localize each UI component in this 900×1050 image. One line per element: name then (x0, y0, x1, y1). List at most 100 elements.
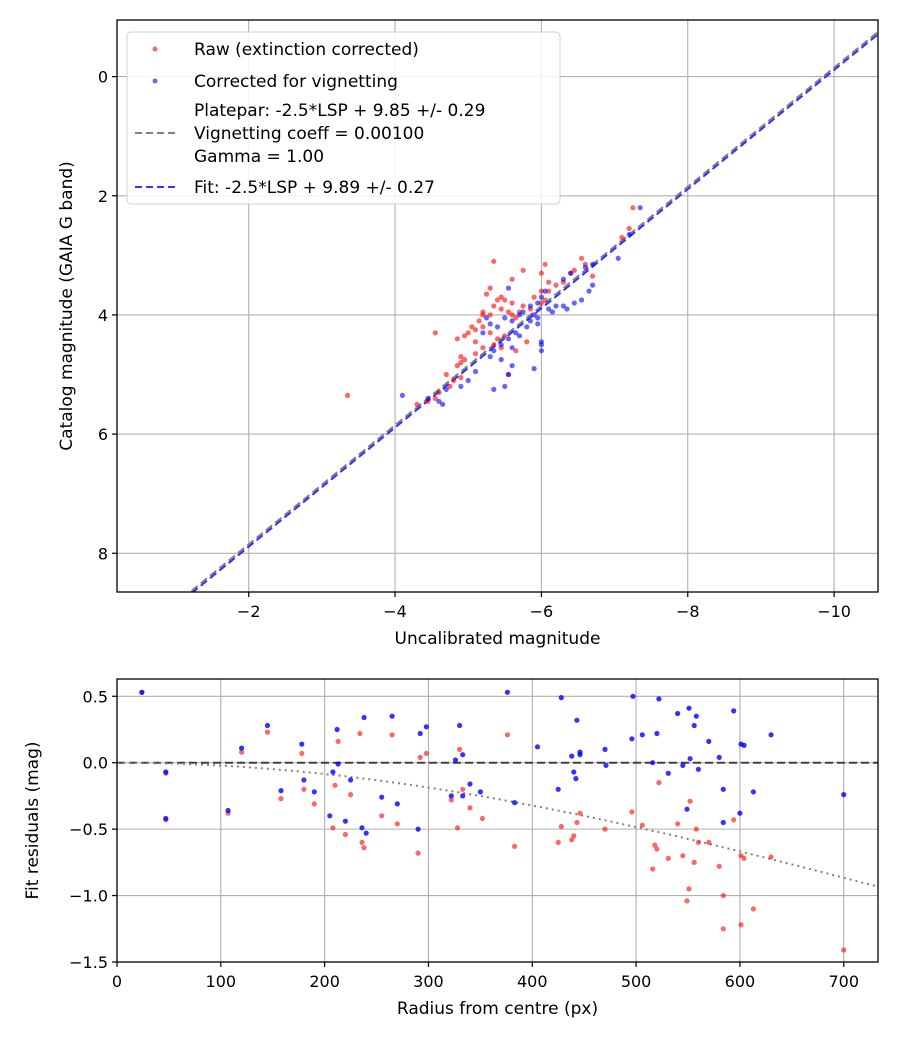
bottom-chart-x-tick-label: 0 (112, 972, 122, 991)
bottom-chart-raw-point (330, 825, 336, 831)
top-chart-raw-point (458, 360, 464, 366)
top-chart-raw-point (579, 255, 585, 261)
top-chart-raw-point (538, 288, 545, 294)
top-chart-corrected-point (520, 309, 526, 315)
bottom-chart-raw-point (738, 922, 744, 928)
bottom-chart-x-tick-label: 300 (413, 972, 444, 991)
bottom-chart-corrected-point (558, 695, 564, 701)
top-chart-raw-point (520, 303, 526, 309)
bottom-chart-corrected-point (680, 762, 686, 769)
bottom-chart-raw-point (239, 749, 245, 755)
bottom-chart-corrected-point (639, 732, 645, 738)
top-chart-corrected-point (502, 315, 508, 321)
top-chart-raw-point (509, 276, 515, 282)
top-chart-corrected-point (615, 255, 621, 261)
top-chart-corrected-point (505, 336, 512, 342)
bottom-chart-corrected-point (363, 830, 369, 836)
bottom-chart-corrected-point (163, 815, 169, 822)
top-chart-raw-point (494, 297, 501, 303)
top-chart-corrected-point (516, 312, 523, 318)
top-chart-corrected-point (513, 330, 519, 336)
top-chart-x-tick-label: −6 (530, 602, 554, 621)
bottom-chart-corrected-point (750, 789, 757, 795)
bottom-chart-raw-point (720, 926, 726, 932)
top-chart-raw-point (487, 312, 493, 318)
top-chart-corrected-point (527, 318, 534, 324)
top-chart-y-tick-label: 6 (98, 425, 108, 444)
bottom-chart-corrected-point (768, 732, 774, 738)
bottom-chart-raw-point (417, 754, 423, 761)
bottom-chart-corrected-point (394, 801, 400, 807)
bottom-chart-raw-point (686, 886, 692, 892)
bottom-chart-raw-point (695, 839, 702, 846)
top-chart-raw-point (619, 234, 625, 241)
top-chart-raw-point (472, 327, 479, 333)
top-chart-raw-point (513, 348, 519, 354)
top-chart-corrected-point (571, 300, 577, 306)
bottom-chart-corrected-point (693, 713, 699, 719)
bottom-chart-corrected-point (577, 752, 583, 758)
bottom-chart-raw-point (457, 746, 463, 753)
bottom-chart-raw-point (379, 813, 385, 819)
bottom-chart-raw-point (750, 906, 757, 912)
top-chart-raw-point (414, 401, 420, 407)
top-chart-corrected-point (498, 342, 504, 348)
top-chart-corrected-point (560, 276, 567, 282)
bottom-chart-corrected-point (163, 769, 169, 775)
bottom-chart: 0 100 200 300 400 500 600 700 −1.5 −1.0 −0.5 0.0 0.5… (23, 678, 879, 1019)
bottom-chart-points (139, 689, 847, 953)
top-chart-corrected-point (440, 401, 446, 407)
top-chart-raw-point (447, 383, 453, 389)
top-chart-corrected-point (472, 368, 479, 375)
bottom-chart-corrected-point (602, 746, 608, 753)
bottom-chart-corrected-point (841, 792, 847, 798)
bottom-chart-raw-point (652, 842, 658, 848)
top-chart-corrected-point (458, 383, 464, 389)
top-chart-raw-point (469, 324, 475, 330)
top-chart-raw-point (509, 312, 515, 318)
bottom-chart-y-tick-label: −1.0 (69, 887, 108, 906)
legend-corrected-label: Corrected for vignetting (194, 72, 398, 92)
top-chart-corrected-point (516, 333, 523, 339)
bottom-chart-corrected-point (534, 744, 541, 750)
bottom-chart-raw-point (301, 786, 307, 792)
bottom-chart-corrected-point (359, 825, 365, 831)
bottom-chart-corrected-point (691, 722, 697, 729)
bottom-chart-corrected-point (139, 689, 145, 695)
bottom-chart-corrected-point (706, 738, 712, 745)
bottom-chart-corrected-point (741, 742, 747, 749)
bottom-chart-raw-point (348, 792, 354, 798)
bottom-chart-raw-point (656, 780, 662, 786)
bottom-chart-corrected-point (571, 769, 577, 775)
bottom-chart-corrected-point (654, 730, 660, 737)
top-chart-raw-point (531, 294, 537, 300)
legend-raw-label: Raw (extinction corrected) (194, 40, 419, 60)
top-chart-raw-point (476, 318, 482, 324)
top-chart-raw-point (571, 267, 577, 273)
legend-platepar-label-line2: Vignetting coeff = 0.00100 (194, 124, 424, 144)
bottom-chart-corrected-point (448, 793, 454, 799)
bottom-chart-vignetting-curve (117, 761, 876, 887)
bottom-chart-corrected-point (423, 724, 429, 730)
top-chart-raw-point (451, 377, 457, 384)
top-chart-line-platepar (188, 31, 878, 592)
top-chart-raw-point (458, 374, 464, 381)
legend-platepar-label-line3: Gamma = 1.00 (194, 147, 324, 167)
bottom-chart-raw-point (335, 738, 341, 745)
top-chart-corrected-point (502, 383, 508, 389)
top-chart-raw-point (494, 336, 501, 342)
top-chart-raw-point (480, 324, 486, 330)
bottom-chart-raw-point (639, 822, 645, 828)
top-chart-raw-point (458, 354, 464, 360)
top-chart-corrected-point (425, 395, 431, 401)
top-chart-x-axis-label: Uncalibrated magnitude (395, 629, 601, 649)
top-chart-x-tick-label: −2 (237, 602, 261, 621)
bottom-chart-raw-point (693, 826, 699, 832)
top-chart-corrected-point (564, 306, 570, 312)
bottom-chart-corrected-point (737, 810, 743, 816)
bottom-chart-raw-point (687, 798, 693, 804)
bottom-chart-corrected-point (348, 777, 354, 783)
bottom-chart-raw-point (342, 831, 348, 838)
top-chart-corrected-point (436, 398, 442, 404)
bottom-chart-grid (116, 679, 878, 963)
